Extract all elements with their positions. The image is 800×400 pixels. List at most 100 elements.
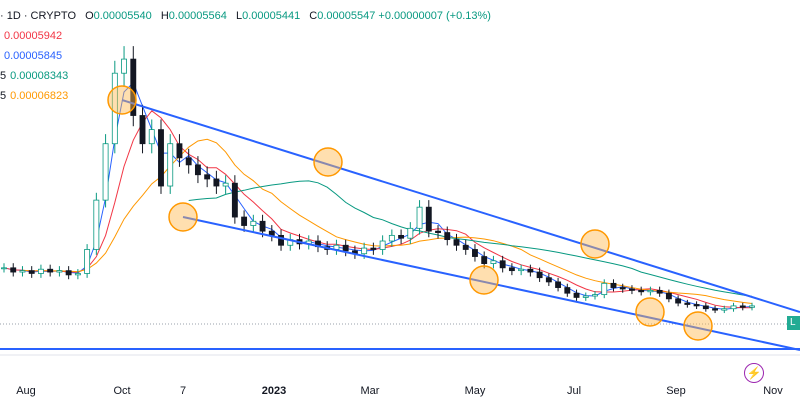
time-axis-label: May	[465, 385, 486, 397]
time-axis[interactable]: Aug Oct 7 2023 Mar May Jul Sep Nov	[16, 385, 783, 397]
candle-body	[490, 260, 497, 264]
candle-body	[684, 302, 691, 305]
highlight-circle-layer[interactable]	[107, 85, 713, 341]
indicator-label: 5	[0, 90, 7, 102]
candle-body	[564, 287, 571, 294]
candle-body	[592, 294, 598, 297]
candles-layer	[1, 46, 755, 314]
candle-body	[582, 295, 589, 298]
candle-body	[462, 244, 469, 250]
candle-body	[10, 267, 17, 273]
candle-body	[444, 232, 451, 241]
candle-body	[19, 270, 26, 273]
candle-body	[425, 206, 432, 232]
candle-body	[158, 129, 164, 187]
low-label: L	[235, 10, 243, 22]
high-label: H	[160, 10, 169, 22]
last-price-tag: L	[787, 316, 800, 330]
candle-body	[1, 267, 7, 270]
candle-body	[84, 249, 91, 274]
candle-body	[453, 239, 460, 246]
candle-body	[222, 182, 229, 187]
candle-body	[111, 72, 118, 145]
candle-body	[398, 234, 405, 239]
candle-body	[601, 282, 608, 296]
candle-body	[647, 289, 654, 293]
candle-body	[721, 308, 728, 311]
candle-body	[702, 305, 709, 310]
indicator-value-blue: 0.00005845	[4, 50, 63, 62]
candle-body	[739, 305, 746, 308]
indicator-label: 5	[0, 70, 7, 82]
candle-body	[481, 256, 488, 264]
indicator-row-4[interactable]: 5 0.00006823	[0, 86, 491, 106]
candle-body	[416, 206, 423, 229]
indicator-row-1[interactable]: 0.00005942	[0, 26, 491, 46]
ma-green-line	[188, 180, 753, 297]
symbol-label[interactable]: · 1D · CRYPTO	[0, 10, 76, 22]
candle-body	[435, 230, 441, 233]
time-axis-label: Aug	[16, 385, 36, 397]
trendline-layer[interactable]	[0, 99, 800, 351]
candle-body	[379, 240, 386, 250]
candle-body	[278, 234, 284, 246]
candle-body	[93, 199, 100, 250]
candle-body	[508, 267, 515, 272]
close-value: 0.00005547	[317, 10, 376, 22]
candle-body	[250, 220, 257, 226]
indicator-value-orange: 0.00006823	[10, 90, 69, 102]
indicator-value-red: 0.00005942	[4, 30, 63, 42]
candle-body	[388, 234, 395, 242]
candle-body	[130, 58, 137, 116]
candle-body	[545, 277, 552, 283]
candle-body	[139, 115, 146, 145]
candle-body	[213, 178, 220, 187]
candle-body	[693, 304, 700, 307]
candle-body	[47, 268, 54, 273]
indicator-value-green: 0.00008343	[10, 70, 69, 82]
ma-orange-line	[22, 138, 753, 304]
ohlc-header: · 1D · CRYPTO O0.00005540 H0.00005564 L 0…	[0, 6, 491, 26]
high-value: 0.00005564	[168, 10, 227, 22]
time-axis-label: Jul	[567, 385, 581, 397]
candle-body	[629, 288, 635, 291]
candle-body	[37, 268, 44, 274]
candle-body	[407, 227, 414, 239]
time-axis-label: Oct	[113, 385, 130, 397]
chart-legend: · 1D · CRYPTO O0.00005540 H0.00005564 L 0…	[0, 6, 491, 106]
time-axis-label: Sep	[666, 385, 686, 397]
time-axis-label: Mar	[361, 385, 380, 397]
candle-body	[619, 287, 626, 290]
candle-body	[610, 282, 617, 288]
touch-point-circle	[635, 297, 665, 327]
candle-body	[370, 247, 377, 250]
candle-body	[675, 298, 682, 304]
candle-body	[241, 216, 248, 226]
candle-body	[361, 247, 368, 255]
candle-body	[259, 220, 266, 232]
candle-body	[65, 270, 72, 276]
candle-body	[185, 157, 192, 166]
candle-body	[730, 305, 737, 310]
candle-body	[665, 292, 672, 300]
candle-body	[749, 305, 755, 308]
candle-body	[56, 270, 63, 273]
candle-body	[204, 174, 211, 180]
indicator-row-2[interactable]: 0.00005845	[0, 46, 491, 66]
open-label: O	[85, 10, 94, 22]
touch-point-circle	[313, 147, 343, 177]
indicator-row-3[interactable]: 5 0.00008343	[0, 66, 491, 86]
candle-body	[342, 244, 349, 252]
touch-point-circle	[580, 229, 610, 259]
candle-body	[527, 268, 534, 273]
change-value: +0.00000007 (+0.13%)	[378, 10, 491, 22]
touch-point-circle	[683, 311, 713, 341]
lightning-icon[interactable]: ⚡	[744, 363, 764, 383]
candle-body	[573, 292, 580, 298]
touch-point-circle	[469, 265, 499, 295]
open-value: 0.00005540	[93, 10, 152, 22]
candle-body	[194, 164, 201, 176]
close-label: C	[309, 10, 318, 22]
candle-body	[518, 268, 525, 272]
